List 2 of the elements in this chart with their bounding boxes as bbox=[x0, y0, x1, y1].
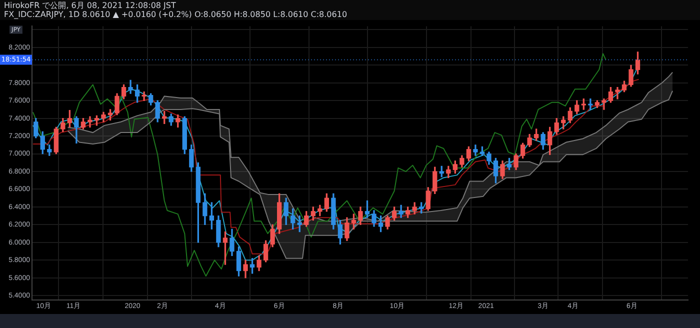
chart-title: HirokoFR で公開, 6月 08, 2021 12:08:08 JST bbox=[4, 1, 176, 10]
chart-subtitle: FX_IDC:ZARJPY, 1D 8.0610 ▲ +0.0160 (+0.2%) O:8.0650 H:8.0850 L:8.0610 C:8.0610 bbox=[4, 10, 348, 19]
